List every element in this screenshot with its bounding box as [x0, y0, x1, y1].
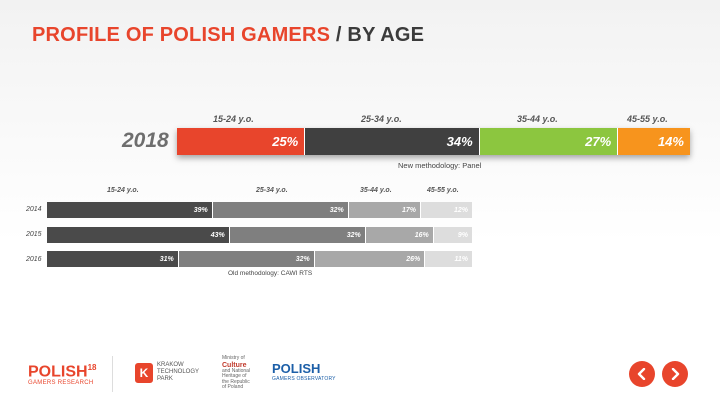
ministry-line-6: of Poland	[222, 384, 244, 391]
data-label: 26%	[406, 255, 421, 263]
data-label: 32%	[295, 255, 310, 263]
category-label-2014: 2014	[26, 206, 42, 213]
bar-segment-2014-15-24: 39%	[47, 202, 213, 218]
stacked-bar-2016: 31% 32% 26% 11%	[47, 251, 472, 267]
prev-slide-button[interactable]	[629, 361, 655, 387]
bar-segment-2018-25-34: 34%	[305, 128, 480, 155]
category-label-2015: 2015	[26, 231, 42, 238]
chevron-right-icon	[671, 368, 680, 380]
observatory-polish-text: POLISH	[272, 361, 321, 376]
stacked-bar-2014: 39% 32% 17% 12%	[47, 202, 472, 218]
page-title: PROFILE OF POLISH GAMERS / BY AGE	[32, 24, 424, 47]
bar-segment-2015-25-34: 32%	[229, 227, 366, 243]
bar-segment-2014-25-34: 32%	[212, 202, 349, 218]
ministry-line-3: and National	[222, 367, 251, 374]
category-label-2018: 2018	[122, 129, 169, 152]
bar-segment-2016-15-24: 31%	[47, 251, 179, 267]
polish-gamers-research-logo: POLISH18 GAMERS RESEARCH	[28, 360, 96, 386]
bar-segment-2018-35-44: 27%	[479, 128, 619, 155]
logo-year-text: 18	[87, 363, 97, 372]
data-label: 25%	[272, 134, 299, 149]
page-title-suffix: / BY AGE	[330, 24, 425, 46]
bar-segment-2015-45-55: 9%	[433, 227, 472, 243]
data-label: 43%	[210, 231, 225, 239]
chevron-left-icon	[637, 368, 646, 380]
footer-divider	[112, 356, 113, 392]
ministry-of-culture-logo: Ministry of Culture and National Heritag…	[222, 355, 251, 391]
ktp-line-2: TECHNOLOGY	[157, 369, 200, 375]
bar-segment-2014-45-55: 12%	[421, 202, 472, 218]
legend-label-25-34: 25-34 y.o.	[361, 114, 402, 124]
data-label: 12%	[453, 206, 468, 214]
legend-label-old-25-34: 25-34 y.o.	[256, 187, 288, 194]
bar-segment-2016-25-34: 32%	[178, 251, 315, 267]
stacked-bar-2018: 25% 34% 27% 14%	[177, 128, 690, 155]
methodology-note-new: New methodology: Panel	[398, 161, 482, 170]
legend-label-old-15-24: 15-24 y.o.	[107, 187, 139, 194]
legend-label-15-24: 15-24 y.o.	[213, 114, 254, 124]
ministry-line-5: the Republic	[222, 378, 250, 385]
bar-segment-2015-15-24: 43%	[47, 227, 230, 243]
data-label: 27%	[585, 134, 612, 149]
page-title-main: PROFILE OF POLISH GAMERS	[32, 24, 331, 46]
krakow-technology-park-logo: K KRAKOW TECHNOLOGY PARK	[135, 362, 199, 383]
bar-segment-2015-35-44: 16%	[365, 227, 434, 243]
legend-label-45-55: 45-55 y.o.	[627, 114, 668, 124]
data-label: 9%	[457, 231, 468, 239]
logo-polish-text: POLISH	[28, 363, 88, 381]
bar-segment-2016-35-44: 26%	[314, 251, 426, 267]
next-slide-button[interactable]	[662, 361, 688, 387]
legend-label-old-45-55: 45-55 y.o.	[427, 187, 459, 194]
bar-segment-2016-45-55: 11%	[425, 251, 472, 267]
bar-segment-2018-15-24: 25%	[177, 128, 306, 155]
stacked-bar-2015: 43% 32% 16% 9%	[47, 227, 472, 243]
ktp-line-3: PARK	[157, 376, 173, 382]
data-label: 17%	[401, 206, 416, 214]
methodology-note-old: Old methodology: CAWI RTS	[228, 270, 313, 277]
category-label-2016: 2016	[26, 256, 42, 263]
data-label: 14%	[657, 134, 684, 149]
ministry-line-2: Culture	[222, 361, 247, 369]
data-label: 34%	[446, 134, 473, 149]
ministry-line-4: Heritage of	[222, 373, 247, 380]
ktp-k-icon: K	[135, 362, 153, 383]
ktp-line-1: KRAKOW	[157, 362, 184, 368]
data-label: 31%	[159, 255, 174, 263]
data-label: 32%	[329, 206, 344, 214]
observatory-sub-text: GAMERS OBSERVATORY	[272, 376, 336, 382]
data-label: 39%	[193, 206, 208, 214]
ministry-line-1: Ministry of	[222, 355, 245, 361]
logo-gamers-research-text: GAMERS RESEARCH	[28, 380, 94, 387]
bar-segment-2014-35-44: 17%	[348, 202, 421, 218]
data-label: 11%	[454, 255, 469, 263]
data-label: 16%	[414, 231, 429, 239]
polish-gamers-observatory-logo: POLISH GAMERS OBSERVATORY	[272, 361, 336, 383]
bar-segment-2018-45-55: 14%	[618, 128, 690, 155]
legend-label-old-35-44: 35-44 y.o.	[360, 187, 392, 194]
legend-label-35-44: 35-44 y.o.	[517, 114, 558, 124]
data-label: 32%	[346, 231, 361, 239]
